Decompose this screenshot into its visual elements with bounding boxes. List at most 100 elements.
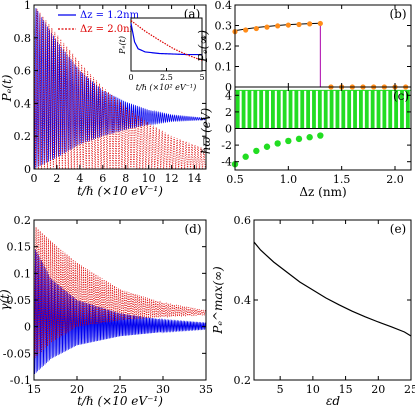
x-tick-label: 0	[31, 172, 38, 185]
y-axis-label: Pₑ(∞)	[196, 30, 210, 63]
inset-x-tick-label: 5	[199, 73, 204, 82]
panel-d: 15 20 25 30 35 -0.1 -0.05 0 0.05 0.1 0.15 0.2 t/ℏ (×…	[0, 214, 213, 408]
series-line	[33, 246, 207, 374]
y-tick-label: 0.4	[215, 0, 233, 12]
bar	[400, 90, 404, 129]
data-point	[253, 25, 259, 32]
plot-frame	[234, 4, 412, 88]
data-point	[242, 153, 249, 160]
bar	[247, 90, 252, 129]
bar	[388, 90, 393, 129]
y-tick-label: 4	[225, 89, 232, 102]
y-tick-label: 0.2	[14, 130, 32, 143]
y-tick-label: 0	[24, 321, 31, 334]
bar	[235, 90, 240, 129]
x-tick-label: 1.5	[333, 173, 351, 186]
y-tick-label: -4	[221, 156, 232, 169]
plot-frame	[33, 4, 207, 170]
y-tick-label: 0.4	[14, 97, 32, 110]
inset-x-tick-label: 0	[128, 73, 133, 82]
data-point	[317, 132, 324, 139]
x-tick-label: 5	[277, 383, 284, 396]
x-tick-label: 2	[53, 172, 60, 185]
bar	[300, 90, 305, 129]
x-tick-label: 15	[27, 383, 41, 396]
y-tick-label: 0.2	[234, 374, 252, 387]
x-tick-label: 20	[70, 383, 84, 396]
x-tick-label: 2.0	[386, 173, 404, 186]
data-point	[274, 140, 281, 147]
bar	[265, 90, 269, 129]
bar	[353, 90, 357, 129]
y-tick-label: 0	[225, 123, 232, 136]
bar	[276, 90, 281, 129]
data-point	[296, 21, 302, 28]
panel-a: 0 2 4 6 8 10 12 14 0 0.2 0.4 0.6 0.8 1 t/ℏ (×10 eV⁻¹) P…	[0, 0, 207, 198]
legend-label: Δz = 1.2nm	[80, 10, 140, 21]
x-tick-label: 14	[188, 172, 202, 185]
y-tick-label: -0.05	[3, 347, 31, 360]
inset-series-line	[130, 20, 203, 61]
bar	[405, 90, 410, 129]
bar	[271, 90, 275, 129]
y-tick-label: 0.2	[215, 40, 233, 53]
x-axis-label: Δz (nm)	[299, 185, 346, 199]
y-tick-label: 0.3	[215, 20, 233, 33]
y-tick-label: 0	[225, 81, 232, 94]
bar	[312, 90, 316, 129]
data-point	[243, 27, 249, 33]
series-line	[33, 4, 207, 170]
y-tick-label: 0.15	[7, 241, 32, 254]
bar	[370, 90, 375, 129]
y-tick-label: 2	[225, 106, 232, 119]
x-tick-label: 35	[199, 383, 213, 396]
data-point	[263, 143, 271, 150]
bar	[347, 90, 352, 129]
y-axis-label: Pₑ(t)	[0, 74, 14, 102]
data-point	[295, 135, 303, 143]
x-tick-label: 30	[156, 383, 170, 396]
x-tick-label: 10	[142, 172, 156, 185]
bar	[394, 90, 399, 129]
inset-x-tick-label: 2.5	[160, 73, 173, 82]
data-point	[275, 23, 281, 29]
y-tick-label: 0.8	[14, 32, 32, 45]
x-tick-label: 25	[113, 383, 127, 396]
x-axis-label: εd	[326, 394, 340, 408]
x-tick-label: 20	[371, 383, 385, 396]
y-tick-label: -2	[221, 139, 232, 152]
bar	[294, 90, 299, 129]
y-axis-label: ℏϖ (eV)	[199, 107, 213, 154]
x-tick-label: 8	[122, 172, 129, 185]
data-point	[285, 22, 291, 28]
panel-e: 5 10 15 20 25 0.2 0.4 0.6 εd Pₑ^max(∞) (e)	[211, 214, 415, 408]
bar	[323, 90, 328, 129]
series-line	[253, 241, 412, 337]
data-point	[307, 21, 313, 27]
y-tick-label: 0.2	[14, 214, 32, 227]
x-tick-label: 0.5	[226, 173, 244, 186]
plot-frame	[253, 219, 412, 381]
bar	[288, 90, 293, 129]
y-axis-label: Pₑ^max(∞)	[211, 266, 225, 335]
x-tick-label: 6	[99, 172, 106, 185]
y-tick-label: 0.4	[234, 294, 252, 307]
inset-series-line	[130, 23, 202, 56]
inset-x-axis-label: t/ℏ (×10² eV⁻¹)	[136, 83, 196, 92]
y-tick-label: 0.1	[14, 267, 32, 280]
panel-label: (e)	[390, 222, 406, 236]
data-point	[317, 20, 323, 27]
data-point	[285, 137, 292, 145]
bar	[359, 90, 363, 129]
x-axis-label: t/ℏ (×10 eV⁻¹)	[77, 394, 163, 408]
bar	[382, 90, 387, 129]
bar	[241, 90, 246, 129]
data-point	[253, 147, 260, 155]
y-tick-label: 1	[24, 0, 31, 12]
bar	[341, 90, 346, 129]
y-tick-label: 0	[24, 163, 31, 176]
bar	[364, 90, 369, 129]
inset-y-axis-label: Pₑ(t)	[118, 36, 127, 55]
bar	[306, 90, 311, 129]
